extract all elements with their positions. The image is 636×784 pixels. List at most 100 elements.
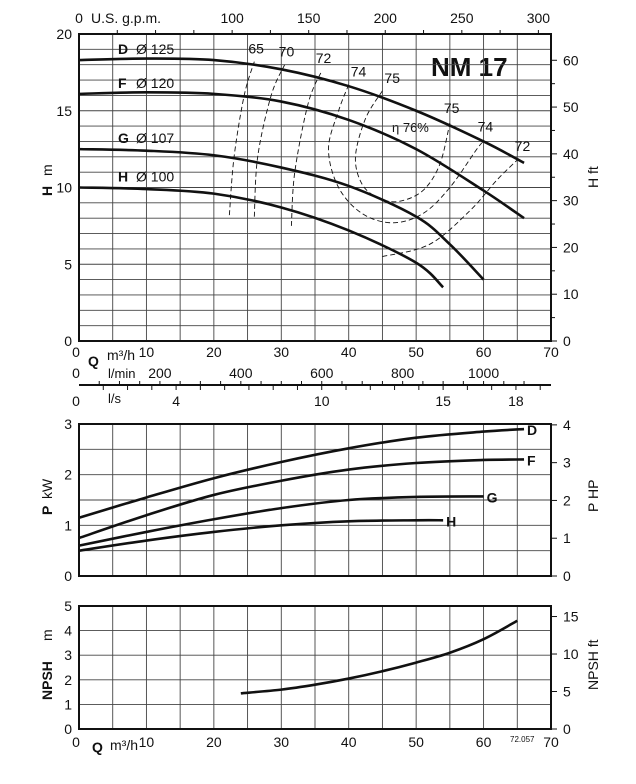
head-curve-letter-H: H <box>118 169 128 185</box>
npsh-axis-unit: m <box>39 629 55 641</box>
gpm-tick-label: 250 <box>450 10 474 26</box>
head-curve-diameter-D: Ø 125 <box>136 41 174 57</box>
head-y-tick-label: 0 <box>64 333 72 349</box>
npsh-x-tick-label: 30 <box>273 734 289 750</box>
top-axis-label: U.S. g.p.m. <box>91 10 161 26</box>
head-y2-tick-label: 40 <box>563 146 579 162</box>
npsh-curve <box>240 619 518 695</box>
head-curve-letter-D: D <box>118 41 128 57</box>
head-axis-title: H <box>39 186 55 196</box>
npsh-x-tick-label: 40 <box>341 734 357 750</box>
head-y-tick-label: 10 <box>56 180 72 196</box>
power-y-tick-label: 3 <box>64 416 72 432</box>
power-y2-axis-title: P HP <box>585 480 601 512</box>
npsh-x-tick-label: 60 <box>476 734 492 750</box>
gpm-tick-label: 200 <box>374 10 398 26</box>
efficiency-curve-72 <box>290 70 323 226</box>
power-y-tick-label: 0 <box>64 568 72 584</box>
npsh-y2-tick-label: 10 <box>563 646 579 662</box>
head-y-tick-label: 20 <box>56 26 72 42</box>
power-curve-G <box>78 495 484 547</box>
lmin-axis-label: l/min <box>108 366 135 381</box>
npsh-flow-axis-unit: m³/h <box>110 737 138 753</box>
head-y2-tick-label: 10 <box>563 286 579 302</box>
head-curve-H <box>78 186 445 289</box>
efficiency-label-75: 75 <box>384 70 400 86</box>
head-curve-D <box>78 57 525 165</box>
head-y2-tick-label: 0 <box>563 333 571 349</box>
efficiency-curve-65 <box>228 61 255 216</box>
efficiency-label-72: 72 <box>316 50 332 66</box>
npsh-y2-tick-label: 0 <box>563 721 571 737</box>
head-y2-tick-label: 30 <box>563 193 579 209</box>
efficiency-curve-right-72 <box>382 156 521 258</box>
head-x-tick-label: 0 <box>72 344 80 360</box>
head-curve-letter-G: G <box>118 130 129 146</box>
head-y2-tick-label: 20 <box>563 239 579 255</box>
power-curve-label-G: G <box>487 489 498 505</box>
power-y2-tick-label: 4 <box>563 417 571 433</box>
gpm-tick-label: 300 <box>527 10 551 26</box>
model-title: NM 17 <box>431 52 508 82</box>
power-curve-label-F: F <box>527 452 536 468</box>
lmin-tick-label: 800 <box>391 365 415 381</box>
power-y-tick-label: 2 <box>64 467 72 483</box>
ls-axis-label: l/s <box>108 391 122 406</box>
head-y2-tick-label: 50 <box>563 99 579 115</box>
lmin-tick-label: 0 <box>72 365 80 381</box>
lmin-tick-label: 200 <box>148 365 172 381</box>
power-axis-unit: kW <box>39 478 55 499</box>
efficiency-curve-75 <box>354 90 451 203</box>
npsh-x-tick-label: 20 <box>206 734 222 750</box>
head-y-tick-label: 5 <box>64 256 72 272</box>
gpm-tick-label: 100 <box>220 10 244 26</box>
head-curve-G <box>78 147 485 281</box>
npsh-y-tick-label: 0 <box>64 721 72 737</box>
ls-tick-label: 0 <box>72 393 80 409</box>
head-x-tick-label: 70 <box>543 344 559 360</box>
power-curve-H <box>78 518 444 552</box>
lmin-tick-label: 400 <box>229 365 253 381</box>
power-y2-tick-label: 1 <box>563 530 571 546</box>
npsh-y-tick-label: 4 <box>64 623 72 639</box>
npsh-x-tick-label: 10 <box>139 734 155 750</box>
ls-tick-label: 15 <box>435 393 451 409</box>
power-curve-label-H: H <box>446 513 456 529</box>
head-curve-diameter-H: Ø 100 <box>136 169 174 185</box>
power-y2-tick-label: 0 <box>563 568 571 584</box>
head-x-tick-label: 60 <box>476 344 492 360</box>
npsh-y-tick-label: 3 <box>64 647 72 663</box>
head-curve-F <box>78 91 525 220</box>
flow-axis-unit: m³/h <box>107 347 135 363</box>
power-y2-tick-label: 3 <box>563 455 571 471</box>
npsh-y2-tick-label: 15 <box>563 609 579 625</box>
efficiency-label-65: 65 <box>248 41 264 57</box>
annotation-code: 72.057 <box>510 735 535 744</box>
lmin-tick-label: 600 <box>310 365 334 381</box>
power-y-tick-label: 1 <box>64 517 72 533</box>
head-curve-diameter-F: Ø 120 <box>136 75 174 91</box>
best-efficiency-label: η 76% <box>392 120 429 135</box>
power-axis-title: P <box>39 506 55 515</box>
npsh-x-tick-label: 70 <box>543 734 559 750</box>
efficiency-label-right-74: 74 <box>478 118 494 134</box>
power-curve-label-D: D <box>527 422 537 438</box>
head-y2-tick-label: 60 <box>563 52 579 68</box>
efficiency-label-74: 74 <box>351 64 367 80</box>
ls-tick-label: 18 <box>508 393 524 409</box>
efficiency-label-70: 70 <box>279 44 295 60</box>
efficiency-label-right-72: 72 <box>515 138 531 154</box>
head-x-tick-label: 40 <box>341 344 357 360</box>
npsh-y-tick-label: 2 <box>64 672 72 688</box>
npsh-y2-tick-label: 5 <box>563 684 571 700</box>
power-y2-tick-label: 2 <box>563 492 571 508</box>
gpm-tick-label: 150 <box>297 10 321 26</box>
npsh-axis-title: NPSH <box>39 661 55 700</box>
head-x-tick-label: 10 <box>139 344 155 360</box>
flow-axis-title: Q <box>88 353 99 369</box>
power-curve-F <box>78 458 525 540</box>
npsh-flow-axis-title: Q <box>92 739 103 755</box>
head-axis-unit: m <box>39 164 55 176</box>
efficiency-label-right-75: 75 <box>444 100 460 116</box>
